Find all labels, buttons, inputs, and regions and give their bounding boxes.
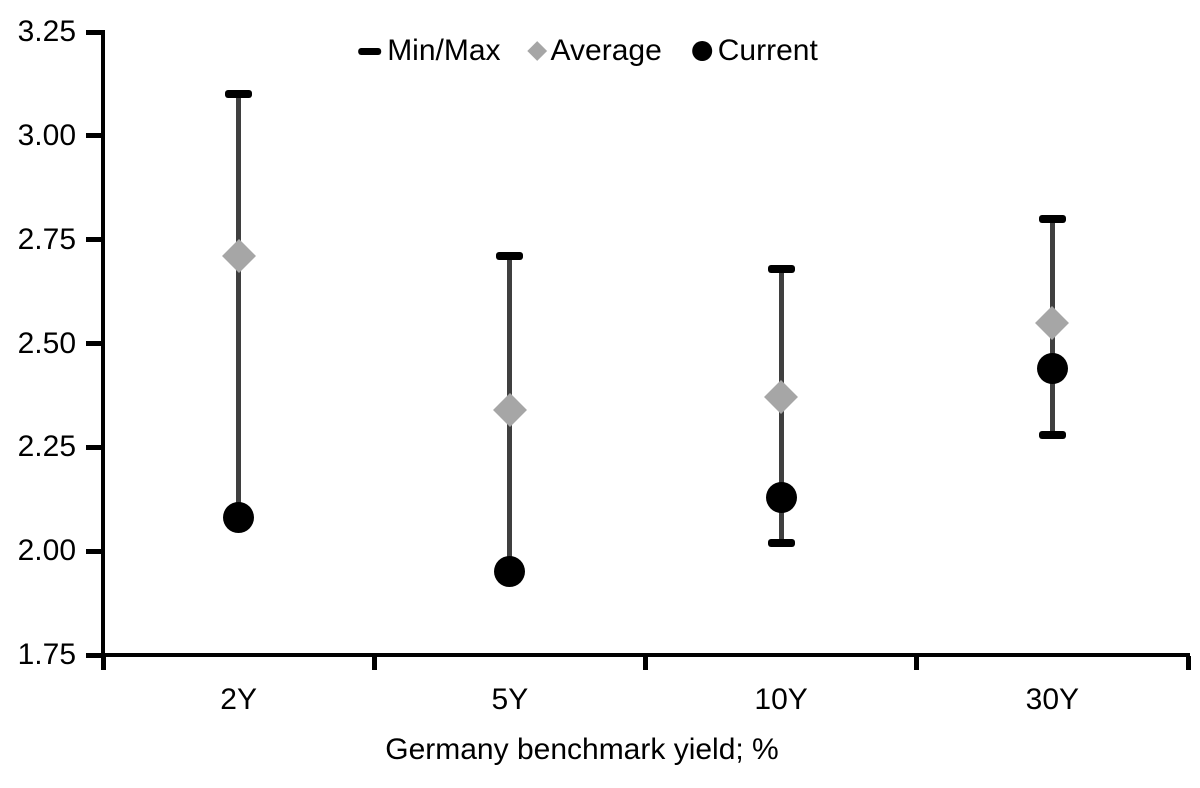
current-dot-10Y: [765, 481, 797, 513]
legend: Min/Max Average Current: [358, 29, 818, 73]
legend-item-average: Average: [527, 32, 662, 70]
x-tick-label-2Y: 2Y: [220, 683, 257, 716]
y-axis-tick: [86, 29, 101, 35]
current-dot-2Y: [223, 502, 255, 534]
x-axis-tick: [1185, 656, 1191, 670]
legend-item-minmax: Min/Max: [358, 32, 501, 70]
x-axis-tick: [371, 656, 377, 670]
range-line-2Y: [236, 94, 242, 518]
y-axis-tick: [86, 341, 101, 346]
y-tick-label-1.75: 1.75: [17, 638, 76, 671]
y-tick-label-3.00: 3.00: [17, 118, 76, 152]
avg-diamond-5Y: [492, 392, 527, 427]
avg-diamond-2Y: [221, 239, 256, 274]
current-dot-5Y: [494, 556, 526, 588]
y-tick-label-2.00: 2.00: [17, 534, 76, 568]
x-tick-label-30Y: 30Y: [1025, 683, 1080, 716]
max-cap-10Y: [767, 264, 795, 273]
current-dot-30Y: [1036, 352, 1068, 384]
x-axis-tick: [914, 656, 920, 670]
x-tick-label-10Y: 10Y: [754, 683, 808, 716]
min-cap-30Y: [1038, 430, 1066, 439]
avg-diamond-30Y: [1035, 305, 1070, 340]
avg-diamond-10Y: [764, 380, 799, 415]
y-tick-label-2.75: 2.75: [17, 222, 76, 256]
x-axis-tick: [643, 656, 648, 670]
y-tick-label-2.50: 2.50: [17, 326, 76, 360]
max-cap-2Y: [225, 90, 253, 99]
x-tick-label-5Y: 5Y: [491, 683, 529, 716]
y-axis-line: [101, 30, 105, 657]
y-tick-label-2.25: 2.25: [17, 430, 76, 464]
dash-icon: [358, 47, 382, 55]
legend-item-current: Current: [691, 32, 818, 70]
y-axis-tick: [86, 548, 101, 554]
circle-icon: [691, 41, 712, 61]
x-axis-title: Germany benchmark yield; %: [385, 733, 779, 766]
y-axis-tick: [86, 444, 101, 450]
y-axis-tick: [86, 133, 101, 139]
max-cap-5Y: [496, 252, 524, 261]
x-axis-tick: [100, 656, 106, 670]
legend-label-average: Average: [550, 34, 662, 67]
y-tick-label-3.25: 3.25: [17, 15, 76, 48]
max-cap-30Y: [1038, 214, 1066, 223]
y-axis-tick: [86, 652, 101, 658]
legend-label-current: Current: [717, 34, 818, 67]
x-axis-line: [101, 653, 1190, 657]
diamond-icon: [527, 41, 548, 61]
y-axis-tick: [86, 237, 101, 243]
legend-label-minmax: Min/Max: [387, 34, 501, 67]
min-cap-10Y: [767, 538, 795, 547]
